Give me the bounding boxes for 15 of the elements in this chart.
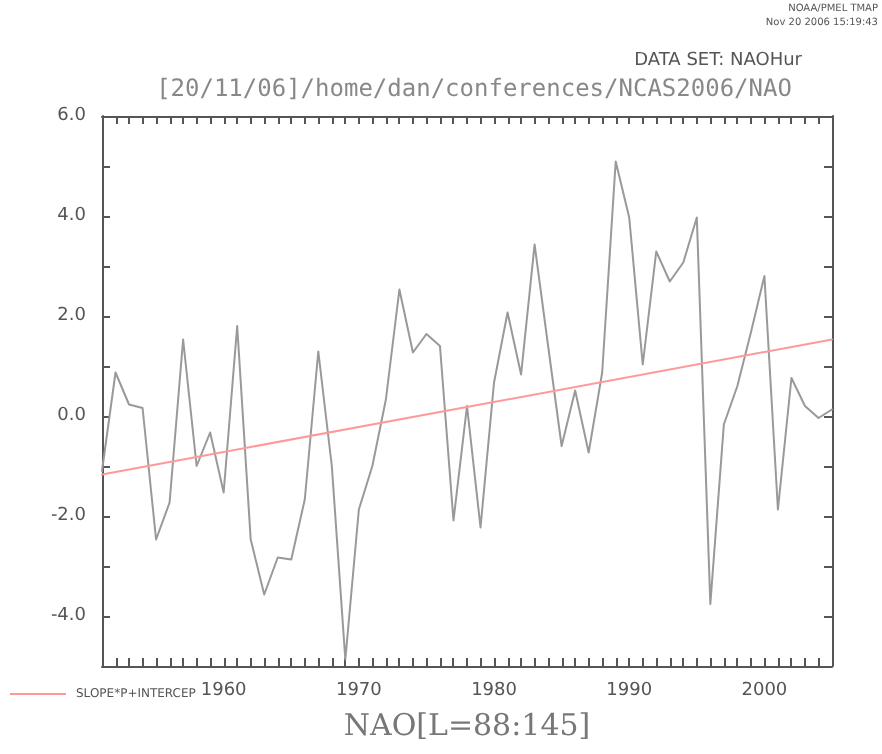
chart-title: [20/11/06]/home/dan/conferences/NCAS2006/NAO	[156, 74, 792, 102]
y-tick-label: -2.0	[50, 506, 87, 526]
y-tick-label: 6.0	[57, 106, 87, 126]
x-tick-label: 1970	[335, 681, 383, 701]
x-tick-label: 1980	[471, 681, 518, 701]
y-tick-label: 4.0	[57, 206, 87, 226]
x-tick-label: 1960	[200, 681, 248, 701]
x-tick-label: 1990	[606, 681, 653, 701]
x-tick-label: 2000	[741, 681, 788, 701]
y-tick-label: 0.0	[57, 406, 87, 426]
line-series	[101, 160, 833, 661]
y-tick-label: 2.0	[57, 306, 87, 326]
x-axis-title: NAO[L=88:145]	[343, 707, 591, 743]
text: DATA SET: NAOHur	[634, 51, 803, 71]
y-tick-label: -4.0	[50, 606, 87, 626]
